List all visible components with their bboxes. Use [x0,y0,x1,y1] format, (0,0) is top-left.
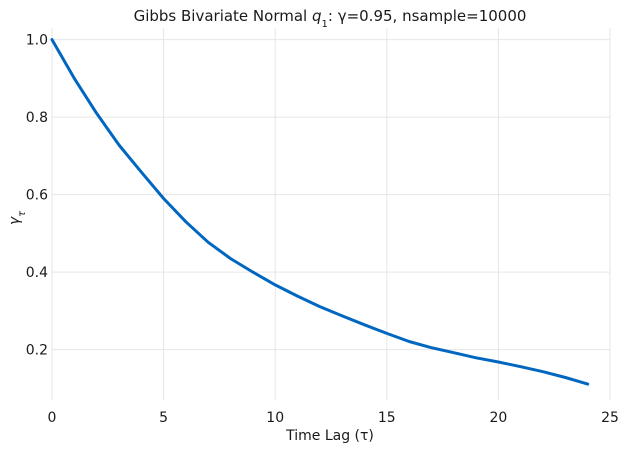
y-axis-ticks: 0.2 0.4 0.6 0.8 1.0 [26,33,48,359]
chart-title: Gibbs Bivariate Normal q1: γ=0.95, nsamp… [134,7,527,30]
x-axis-label: Time Lag (τ) [285,428,374,444]
x-axis-ticks: 0 5 10 15 20 25 [48,410,619,426]
series-layer [50,38,590,386]
y-tick-label: 1.0 [26,33,48,49]
grid [51,28,611,400]
y-tick-label: 0.4 [26,265,48,281]
x-tick-label: 0 [48,410,57,426]
x-tick-label: 10 [266,410,284,426]
y-tick-label: 0.8 [26,110,48,126]
y-axis-label: γτ [7,210,28,225]
x-tick-label: 15 [378,410,396,426]
x-tick-label: 25 [601,410,619,426]
x-tick-label: 20 [489,410,507,426]
x-tick-label: 5 [159,410,168,426]
series-line [50,38,590,386]
y-tick-label: 0.2 [26,343,48,359]
y-tick-label: 0.6 [26,188,48,204]
